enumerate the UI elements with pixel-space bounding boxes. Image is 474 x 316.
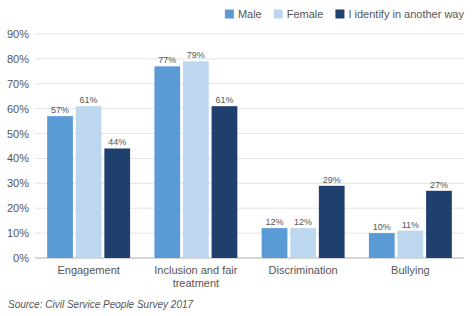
y-tick-label: 90% xyxy=(7,28,29,40)
bar xyxy=(212,106,238,258)
y-tick-label: 10% xyxy=(7,227,29,239)
data-label: 44% xyxy=(108,137,126,147)
bar xyxy=(426,191,452,258)
legend-swatch xyxy=(335,10,344,19)
data-label: 27% xyxy=(430,180,448,190)
y-tick-label: 80% xyxy=(7,53,29,65)
y-tick-label: 60% xyxy=(7,103,29,115)
bars xyxy=(47,61,452,258)
bar xyxy=(290,228,316,258)
y-tick-label: 70% xyxy=(7,78,29,90)
legend-swatch xyxy=(225,10,234,19)
legend-swatch xyxy=(274,10,283,19)
data-label: 79% xyxy=(187,50,205,60)
bar xyxy=(104,148,130,258)
bar xyxy=(76,106,102,258)
data-label: 12% xyxy=(294,217,312,227)
bar xyxy=(319,186,345,258)
bar xyxy=(369,233,395,258)
legend-label: Male xyxy=(238,8,262,20)
x-tick-label: Inclusion and fairtreatment xyxy=(154,264,237,289)
grid-line xyxy=(35,58,464,59)
data-label: 61% xyxy=(80,95,98,105)
data-label: 29% xyxy=(323,175,341,185)
data-label: 10% xyxy=(373,222,391,232)
data-label: 12% xyxy=(266,217,284,227)
chart: 0% 10% 20% 30% 40% 50% 60% 70% 80% 90% 57% 77% 12% 10… xyxy=(0,0,474,316)
y-tick-label: 50% xyxy=(7,128,29,140)
grid xyxy=(35,34,464,258)
y-tick-label: 40% xyxy=(7,152,29,164)
data-label: 11% xyxy=(402,220,419,230)
legend-label: I identify in another way xyxy=(348,8,464,20)
x-tick-label: Bullying xyxy=(391,264,430,276)
legend-label: Female xyxy=(287,8,324,20)
data-label: 77% xyxy=(158,55,176,65)
bar xyxy=(183,61,209,258)
y-tick-label: 30% xyxy=(7,177,29,189)
x-tick-label: Engagement xyxy=(57,264,119,276)
bar xyxy=(262,228,288,258)
bar xyxy=(154,66,180,258)
data-label: 61% xyxy=(215,95,233,105)
legend: Male Female I identify in another way xyxy=(225,8,465,20)
y-tick-label: 0% xyxy=(13,252,29,264)
grid-line xyxy=(35,34,464,35)
bar xyxy=(398,231,424,258)
data-label: 57% xyxy=(51,105,69,115)
y-tick-label: 20% xyxy=(7,202,29,214)
grid-line xyxy=(35,83,464,84)
x-tick-label: Discrimination xyxy=(269,264,338,276)
source-note: Source: Civil Service People Survey 2017 xyxy=(8,299,194,310)
bar xyxy=(47,116,73,258)
data-labels: 57% 77% 12% 10% 61% 79% 12% 11% 44% 61% 29% 27% xyxy=(51,50,448,232)
